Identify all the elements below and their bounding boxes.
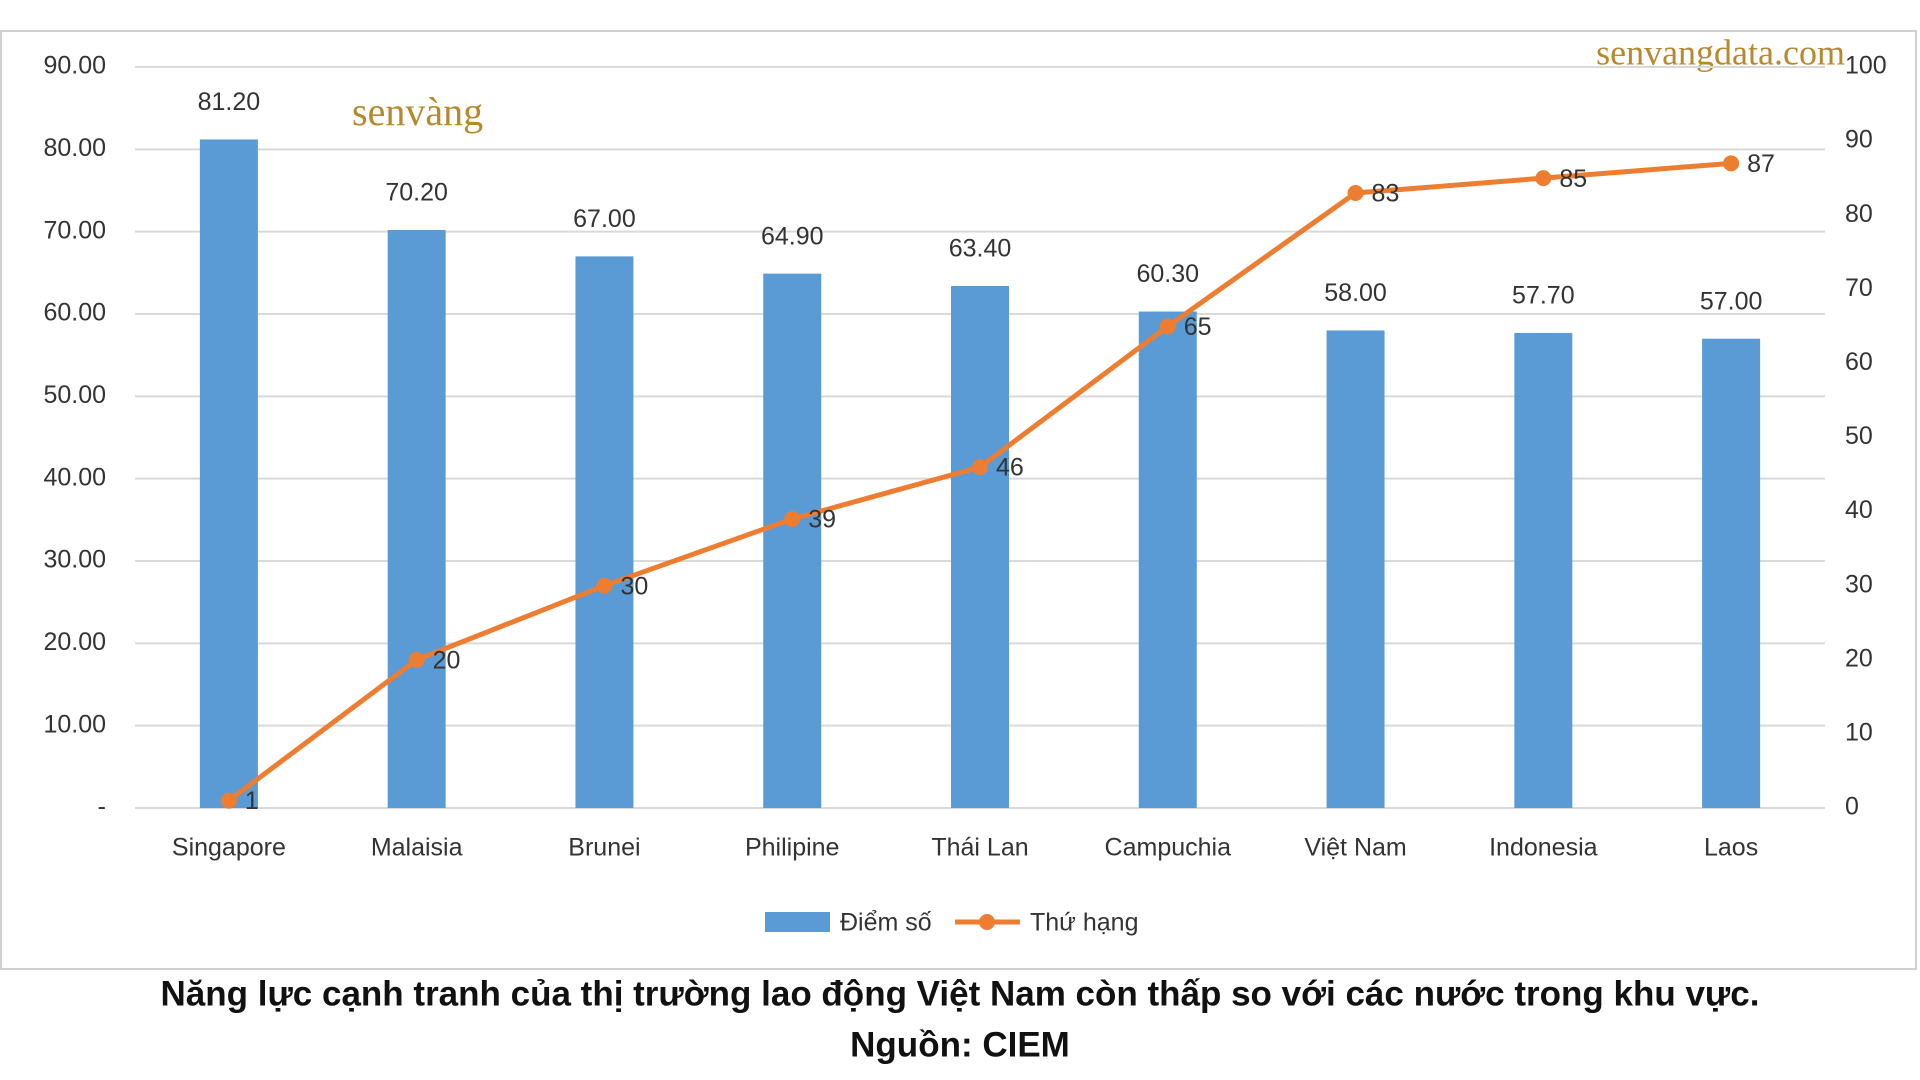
line-value-label: 65: [1184, 313, 1212, 341]
y2-tick-label: 90: [1845, 126, 1873, 154]
x-tick-label: Thái Lan: [931, 834, 1028, 862]
y-tick-label: 10.00: [43, 710, 106, 738]
legend-label: Thứ hạng: [1030, 909, 1138, 937]
legend-swatch: [765, 912, 830, 932]
y-tick-label: 70.00: [43, 216, 106, 244]
line-value-label: 46: [996, 454, 1024, 482]
x-tick-label: Laos: [1704, 834, 1758, 862]
line-value-label: 20: [433, 646, 461, 674]
line-point: [220, 792, 237, 809]
line-value-label: 1: [245, 787, 259, 815]
source: Nguồn: CIEM: [850, 1025, 1070, 1064]
bar-value-label: 57.00: [1700, 287, 1763, 315]
y2-tick-label: 0: [1845, 793, 1859, 821]
bar: [1514, 332, 1573, 808]
bar: [1326, 330, 1385, 808]
bar: [951, 286, 1009, 808]
line-point: [1723, 155, 1740, 172]
line-value-label: 30: [620, 572, 648, 600]
bar: [1702, 338, 1761, 808]
bar-value-label: 60.30: [1136, 260, 1199, 288]
caption: Năng lực cạnh tranh của thị trường lao đ…: [161, 974, 1760, 1013]
y-tick-label: 90.00: [43, 52, 106, 80]
line-point: [972, 459, 988, 476]
y2-tick-label: 30: [1845, 570, 1873, 598]
bar-value-label: 57.70: [1512, 282, 1575, 310]
x-tick-label: Indonesia: [1489, 834, 1598, 862]
bar: [199, 139, 258, 808]
y-tick-label: 80.00: [43, 134, 106, 162]
bar-value-label: 70.20: [385, 179, 448, 207]
line-point: [1347, 184, 1364, 201]
x-tick-label: Singapore: [172, 834, 286, 862]
legend-swatch: [979, 914, 995, 930]
y2-tick-label: 20: [1845, 644, 1873, 672]
line-point: [596, 577, 613, 594]
line-point: [1159, 318, 1176, 335]
legend-label: Điểm số: [840, 909, 932, 937]
y2-tick-label: 70: [1845, 274, 1873, 302]
line-point: [408, 651, 425, 668]
x-tick-label: Campuchia: [1105, 834, 1232, 862]
bar-value-label: 58.00: [1324, 279, 1387, 307]
y-tick-label: 20.00: [43, 628, 106, 656]
bar-value-label: 81.20: [198, 88, 261, 116]
bar-value-label: 67.00: [573, 205, 636, 233]
line-value-label: 85: [1559, 165, 1587, 193]
bar: [1138, 311, 1197, 808]
y-tick-label: 50.00: [43, 381, 106, 409]
x-tick-label: Brunei: [568, 834, 640, 862]
y2-tick-label: 50: [1845, 422, 1873, 450]
y-tick-label: 30.00: [43, 546, 106, 574]
watermark: senvangdata.com: [1596, 32, 1845, 72]
bar-value-label: 63.40: [949, 235, 1012, 263]
bar: [387, 230, 446, 808]
line-value-label: 87: [1747, 150, 1775, 178]
line-value-label: 39: [808, 506, 836, 534]
logo: senvàng: [352, 89, 483, 134]
bar: [575, 256, 634, 808]
y2-tick-label: 100: [1845, 52, 1887, 80]
y2-tick-label: 80: [1845, 200, 1873, 228]
line-point: [784, 511, 801, 528]
y2-tick-label: 10: [1845, 719, 1873, 747]
line-point: [1535, 170, 1552, 187]
y-tick-label: 40.00: [43, 463, 106, 491]
x-tick-label: Malaisia: [371, 834, 463, 862]
y2-tick-label: 60: [1845, 348, 1873, 376]
y-tick-label: 60.00: [43, 299, 106, 327]
y-tick-label: -: [98, 793, 106, 821]
bar-value-label: 64.90: [761, 222, 824, 250]
bar: [763, 273, 822, 808]
x-tick-label: Việt Nam: [1304, 834, 1406, 862]
line-value-label: 83: [1372, 180, 1400, 208]
x-tick-label: Philipine: [745, 834, 840, 862]
y2-tick-label: 40: [1845, 496, 1873, 524]
